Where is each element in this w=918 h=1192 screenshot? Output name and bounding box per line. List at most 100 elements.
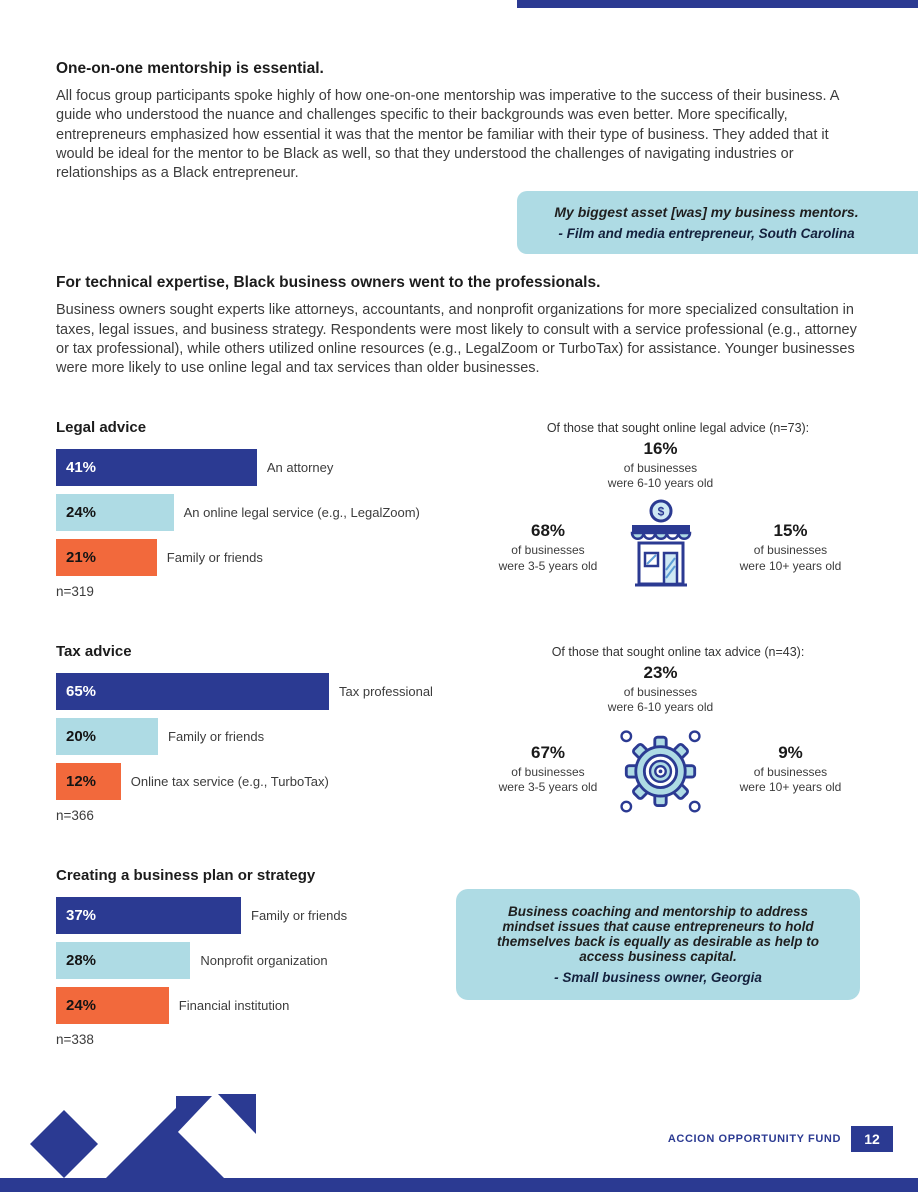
stat-caption: were 3-5 years old: [498, 780, 598, 795]
bar-an-attorney: 41%: [56, 448, 257, 486]
stat-caption: of businesses: [511, 764, 585, 779]
footer-brand-text: ACCION OPPORTUNITY FUND: [667, 1133, 841, 1145]
stat-6-10-years: 16% of businesses were 6-10 years old: [598, 439, 723, 492]
pull-quote-coaching: Business coaching and mentorship to addr…: [456, 888, 860, 1000]
stat-10-plus-years: 15% of businesses were 10+ years old: [723, 521, 858, 574]
bar-value: 12%: [66, 772, 97, 790]
bar-value: 65%: [66, 682, 97, 700]
chart-row-business-plan: Creating a business plan or strategy 37%…: [56, 867, 860, 1047]
bar-row-family-friends: 21% Family or friends: [56, 538, 496, 576]
stat-value: 9%: [778, 742, 803, 762]
bar-row-online-tax: 12% Online tax service (e.g., TurboTax): [56, 762, 496, 800]
legal-aside-stats: Of those that sought online legal advice…: [496, 419, 860, 599]
geometric-triangles-decoration: [30, 1094, 256, 1178]
bar-label: Family or friends: [251, 907, 348, 923]
bar-value: 37%: [66, 906, 97, 924]
bar-label: An attorney: [266, 459, 334, 475]
gear-icon: [598, 722, 723, 817]
aside-title-legal: Of those that sought online legal advice…: [546, 420, 810, 435]
stat-value: 15%: [773, 521, 808, 541]
stat-value: 68%: [530, 521, 566, 541]
bar-family-or-friends: 21%: [56, 538, 157, 576]
stat-caption: of businesses: [511, 543, 585, 558]
quote-attribution: - Small business owner, Georgia: [554, 969, 762, 985]
stat-caption: of businesses: [623, 460, 698, 475]
bar-label: Tax professional: [339, 683, 433, 699]
svg-text:$: $: [657, 504, 664, 518]
top-accent-bar: [517, 0, 918, 8]
stat-caption: were 6-10 years old: [607, 700, 714, 715]
sample-size-tax: n=366: [56, 807, 94, 823]
bar-value: 24%: [66, 996, 97, 1014]
tax-aside-stats: Of those that sought online tax advice (…: [496, 643, 860, 823]
bar-row-nonprofit: 28% Nonprofit organization: [56, 941, 496, 979]
business-plan-aside: Business coaching and mentorship to addr…: [456, 867, 860, 1047]
aside-title-tax: Of those that sought online tax advice (…: [551, 644, 805, 659]
bar-row-attorney: 41% An attorney: [56, 448, 496, 486]
bar-label: An online legal service (e.g., LegalZoom…: [183, 504, 420, 520]
quote-attribution: - Film and media entrepreneur, South Car…: [558, 226, 855, 242]
chart-row-legal: Legal advice 41% An attorney 24% An onli…: [56, 419, 860, 599]
chart-title-business-plan: Creating a business plan or strategy: [56, 866, 316, 884]
bar-chart-tax-advice: Tax advice 65% Tax professional 20% Fami…: [56, 643, 496, 823]
bar-tax-professional: 65%: [56, 672, 329, 710]
page-number-badge: 12: [851, 1126, 893, 1152]
bar-row-financial-institution: 24% Financial institution: [56, 986, 496, 1024]
bar-chart-business-plan: Creating a business plan or strategy 37%…: [56, 867, 496, 1047]
bar-online-tax-service: 12%: [56, 762, 121, 800]
sample-size-business-plan: n=338: [56, 1031, 94, 1047]
stat-6-10-years: 23% of businesses were 6-10 years old: [598, 663, 723, 716]
bar-label: Family or friends: [168, 728, 265, 744]
stat-3-5-years: 67% of businesses were 3-5 years old: [498, 743, 598, 796]
page-content: One-on-one mentorship is essential. All …: [56, 60, 918, 1047]
bar-row-family-friends: 37% Family or friends: [56, 896, 496, 934]
storefront-icon: $: [598, 498, 723, 598]
stat-caption: of businesses: [753, 543, 828, 558]
bar-row-online-legal: 24% An online legal service (e.g., Legal…: [56, 493, 496, 531]
chart-row-tax: Tax advice 65% Tax professional 20% Fami…: [56, 643, 860, 823]
bar-chart-legal-advice: Legal advice 41% An attorney 24% An onli…: [56, 419, 496, 599]
bar-row-tax-professional: 65% Tax professional: [56, 672, 496, 710]
bar-family-or-friends: 20%: [56, 717, 158, 755]
sample-size-legal: n=319: [56, 583, 94, 599]
stat-caption: of businesses: [623, 684, 698, 699]
stat-10-plus-years: 9% of businesses were 10+ years old: [723, 743, 858, 796]
bar-family-or-friends: 37%: [56, 896, 241, 934]
bar-online-legal-service: 24%: [56, 493, 174, 531]
bar-nonprofit-organization: 28%: [56, 941, 191, 979]
bar-label: Financial institution: [178, 997, 290, 1013]
section-body-technical: Business owners sought experts like atto…: [56, 302, 857, 377]
chart-title-tax: Tax advice: [56, 642, 132, 660]
quote-text: Business coaching and mentorship to addr…: [497, 903, 819, 964]
section-technical-expertise: For technical expertise, Black business …: [56, 274, 860, 378]
section-body-mentorship: All focus group participants spoke highl…: [56, 88, 839, 182]
chart-title-legal: Legal advice: [56, 418, 147, 436]
stat-caption: of businesses: [753, 764, 828, 779]
stat-value: 23%: [643, 662, 678, 682]
stat-caption: were 6-10 years old: [607, 476, 714, 491]
bar-value: 20%: [66, 727, 97, 745]
bottom-accent-bar: [0, 1178, 918, 1192]
bar-value: 28%: [66, 951, 97, 969]
bar-label: Online tax service (e.g., TurboTax): [130, 773, 329, 789]
bar-label: Nonprofit organization: [200, 952, 328, 968]
stat-caption: were 3-5 years old: [498, 558, 598, 573]
bar-value: 21%: [66, 548, 97, 566]
section-heading-mentorship: One-on-one mentorship is essential.: [56, 60, 324, 77]
bar-value: 41%: [66, 458, 97, 476]
bar-label: Family or friends: [166, 549, 263, 565]
stat-caption: were 10+ years old: [739, 780, 842, 795]
quote-text: My biggest asset [was] my business mento…: [554, 204, 859, 221]
stat-caption: were 10+ years old: [739, 558, 842, 573]
stat-value: 16%: [643, 438, 678, 458]
legal-stats-grid: 16% of businesses were 6-10 years old 68…: [496, 439, 860, 598]
pull-quote-mentorship: My biggest asset [was] my business mento…: [517, 191, 918, 255]
bar-value: 24%: [66, 503, 97, 521]
tax-stats-grid: 23% of businesses were 6-10 years old 67…: [496, 663, 860, 817]
bar-row-family-friends: 20% Family or friends: [56, 717, 496, 755]
section-mentorship: One-on-one mentorship is essential. All …: [56, 60, 860, 183]
stat-3-5-years: 68% of businesses were 3-5 years old: [498, 521, 598, 574]
bar-financial-institution: 24%: [56, 986, 169, 1024]
section-heading-technical: For technical expertise, Black business …: [56, 274, 601, 292]
